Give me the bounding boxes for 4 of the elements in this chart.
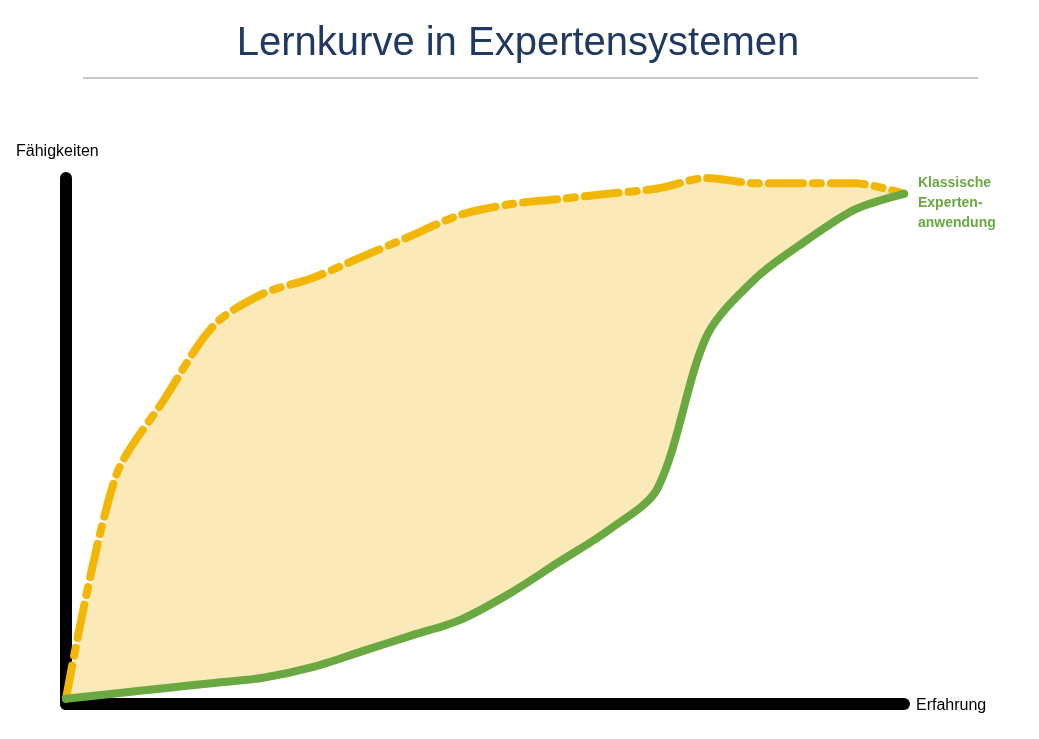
chart-title: Lernkurve in Expertensystemen (236, 19, 800, 63)
series-label: Klassische Experten- anwendung (918, 173, 996, 230)
y-axis-title: Fähigkeiten (16, 141, 99, 159)
x-axis-title: Erfahrung (916, 695, 987, 713)
